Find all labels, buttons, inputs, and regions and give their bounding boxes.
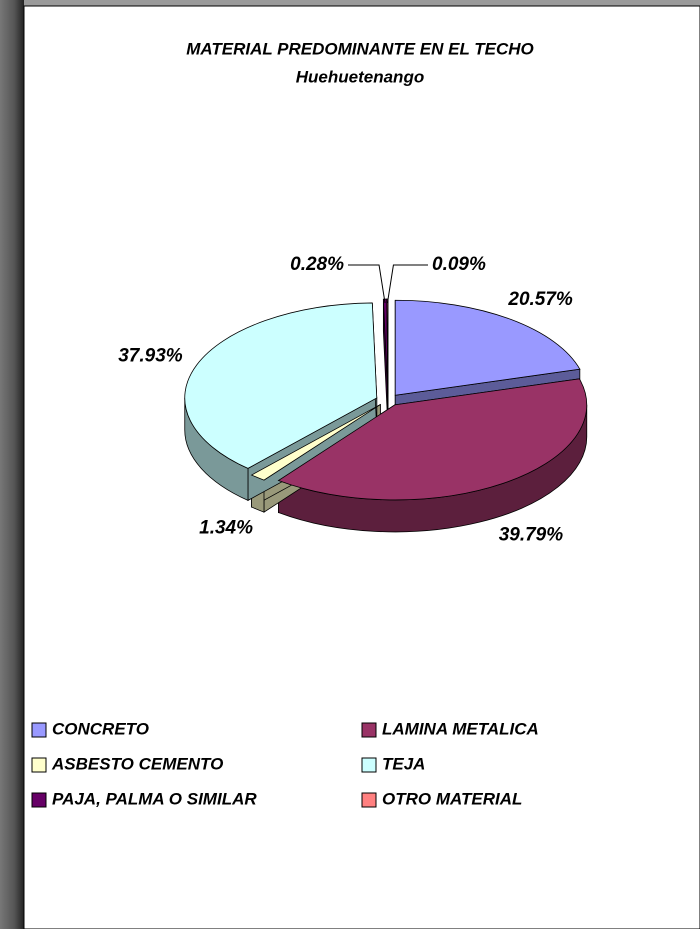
- chart-title: MATERIAL PREDOMINANTE EN EL TECHO: [186, 39, 534, 58]
- legend-swatch: [361, 722, 377, 738]
- chart-subtitle: Huehuetenango: [296, 67, 424, 86]
- legend-swatch: [31, 792, 47, 808]
- leader-line: [386, 264, 428, 304]
- legend-label: ASBESTO CEMENTO: [51, 754, 223, 773]
- legend-label: PAJA, PALMA O SIMILAR: [52, 789, 257, 808]
- value-label: 0.28%: [290, 254, 344, 275]
- value-label: 39.79%: [499, 525, 564, 546]
- slice: [394, 299, 581, 396]
- slice: [250, 404, 381, 481]
- legend-swatch: [361, 792, 377, 808]
- legend-swatch: [361, 757, 377, 773]
- value-label: 0.09%: [432, 254, 486, 275]
- legend-label: CONCRETO: [52, 719, 149, 738]
- legend-swatch: [31, 722, 47, 738]
- value-label: 37.93%: [118, 345, 183, 366]
- legend-label: TEJA: [382, 754, 425, 773]
- value-label: 1.34%: [199, 517, 253, 538]
- slice: [277, 378, 588, 501]
- value-label: 20.57%: [507, 289, 573, 310]
- slice: [184, 302, 378, 469]
- frame-edge: [0, 0, 24, 929]
- pie-tops: [184, 298, 588, 501]
- leader-line: [348, 264, 386, 304]
- legend-swatch: [31, 757, 47, 773]
- legend-label: OTRO MATERIAL: [382, 789, 522, 808]
- legend-label: LAMINA METALICA: [382, 719, 539, 738]
